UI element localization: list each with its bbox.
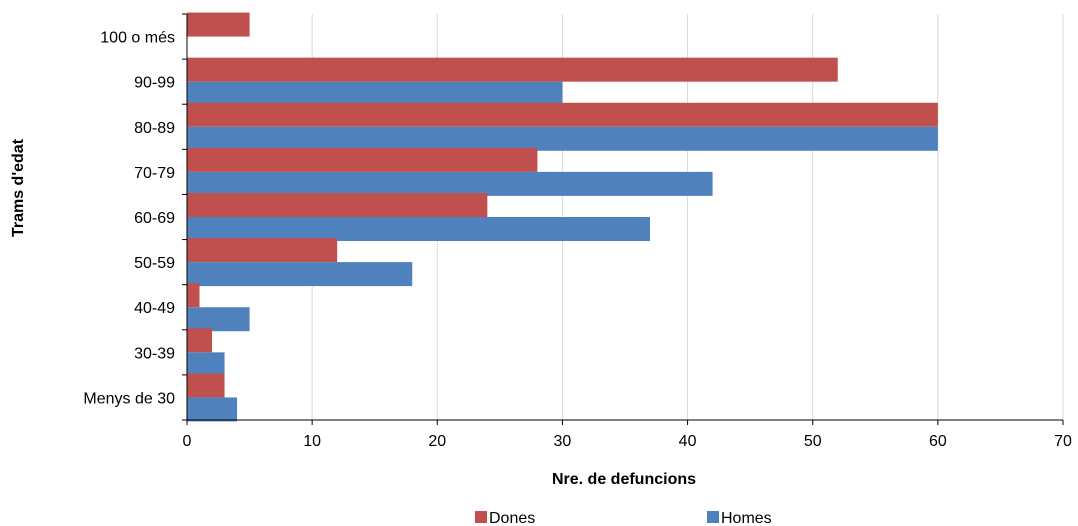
y-tick-label-8: Menys de 30 [83,390,175,407]
x-tick-label-7: 70 [1054,433,1072,450]
bar-homes-7 [187,352,225,377]
x-tick-label-4: 40 [679,433,697,450]
x-tick-label-2: 20 [428,433,446,450]
y-tick-label-6: 40-49 [134,300,175,317]
y-tick-label-1: 90-99 [134,75,175,92]
x-tick-label-6: 60 [929,433,947,450]
bar-dones-1 [187,57,838,82]
x-tick-label-3: 30 [554,433,572,450]
legend-swatch-homes [707,511,719,523]
bar-dones-8 [187,373,225,398]
bar-homes-1 [187,81,563,106]
legend-label-homes: Homes [721,510,772,526]
bar-homes-6 [187,307,250,332]
y-tick-label-3: 70-79 [134,165,175,182]
bar-dones-2 [187,102,938,127]
x-tick-label-5: 50 [804,433,822,450]
x-tick-label-0: 0 [183,433,192,450]
legend-label-dones: Dones [489,510,535,526]
bar-homes-4 [187,217,651,241]
bar-dones-3 [187,147,538,172]
y-tick-label-0: 100 o més [100,30,175,47]
y-tick-label-5: 50-59 [134,255,175,272]
y-axis-title: Trams d'edat [10,138,27,237]
bar-homes-5 [187,262,413,287]
legend: Dones Homes [475,510,772,526]
bars [187,12,938,422]
x-tick-labels: 0 10 20 30 40 50 60 70 [183,433,1072,450]
bar-dones-4 [187,193,488,217]
x-axis-title: Nre. de defuncions [552,471,696,488]
bar-dones-5 [187,238,338,263]
y-tick-label-7: 30-39 [134,345,175,362]
bar-homes-2 [187,126,938,151]
y-tick-label-2: 80-89 [134,120,175,137]
legend-swatch-dones [475,511,487,523]
bar-dones-6 [187,283,200,308]
x-tick-label-1: 10 [303,433,321,450]
y-tick-labels: 100 o més 90-99 80-89 70-79 60-69 50-59 40-49 3… [83,30,175,408]
bar-homes-3 [187,171,713,196]
axes [182,13,1064,425]
bar-dones-7 [187,328,213,353]
y-tick-label-4: 60-69 [134,210,175,227]
bar-dones-0 [187,12,250,37]
bar-homes-8 [187,397,238,422]
